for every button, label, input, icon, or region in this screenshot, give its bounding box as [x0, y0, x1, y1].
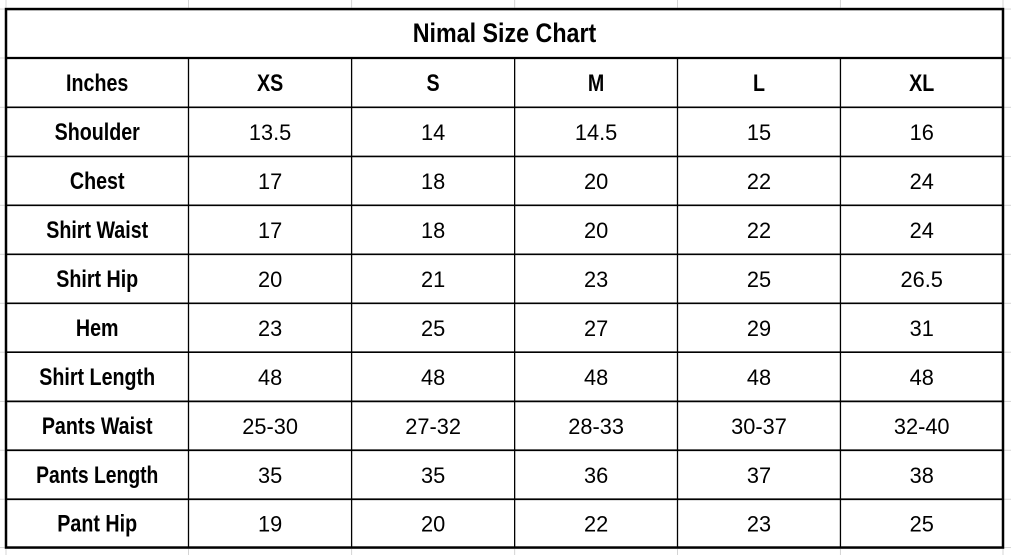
svg-text:37: 37: [747, 463, 771, 488]
svg-text:20: 20: [584, 169, 608, 194]
svg-text:48: 48: [584, 365, 608, 390]
svg-text:XL: XL: [909, 69, 934, 96]
svg-text:M: M: [588, 69, 604, 96]
svg-text:17: 17: [258, 169, 282, 194]
svg-text:20: 20: [584, 218, 608, 243]
svg-text:28-33: 28-33: [568, 414, 624, 439]
svg-text:15: 15: [747, 120, 771, 145]
svg-text:48: 48: [421, 365, 445, 390]
svg-text:35: 35: [421, 463, 445, 488]
svg-text:S: S: [427, 69, 440, 96]
svg-text:XS: XS: [257, 69, 283, 96]
svg-text:25: 25: [421, 316, 445, 341]
svg-text:24: 24: [910, 218, 934, 243]
svg-text:L: L: [753, 69, 765, 96]
svg-text:26.5: 26.5: [901, 267, 943, 292]
svg-text:Nimal Size Chart: Nimal Size Chart: [413, 19, 597, 49]
svg-text:21: 21: [421, 267, 445, 292]
svg-text:Shoulder: Shoulder: [55, 118, 141, 145]
svg-text:14: 14: [421, 120, 445, 145]
svg-text:25-30: 25-30: [242, 414, 298, 439]
svg-text:25: 25: [910, 512, 934, 537]
svg-text:23: 23: [584, 267, 608, 292]
svg-text:25: 25: [747, 267, 771, 292]
svg-text:17: 17: [258, 218, 282, 243]
svg-text:Pants Length: Pants Length: [36, 461, 158, 489]
svg-text:18: 18: [421, 169, 445, 194]
svg-text:14.5: 14.5: [575, 120, 617, 145]
svg-text:19: 19: [258, 512, 282, 537]
svg-text:36: 36: [584, 463, 608, 488]
svg-text:Inches: Inches: [66, 69, 128, 96]
svg-text:23: 23: [258, 316, 282, 341]
svg-text:48: 48: [258, 365, 282, 390]
svg-text:22: 22: [747, 169, 771, 194]
svg-text:27: 27: [584, 316, 608, 341]
svg-text:Hem: Hem: [76, 314, 119, 341]
svg-text:22: 22: [747, 218, 771, 243]
svg-text:Chest: Chest: [70, 167, 125, 194]
svg-text:27-32: 27-32: [405, 414, 461, 439]
svg-text:Pants Waist: Pants Waist: [42, 412, 153, 439]
svg-text:30-37: 30-37: [731, 414, 787, 439]
svg-text:35: 35: [258, 463, 282, 488]
svg-text:38: 38: [910, 463, 934, 488]
svg-text:48: 48: [747, 365, 771, 390]
svg-text:18: 18: [421, 218, 445, 243]
svg-text:16: 16: [910, 120, 934, 145]
svg-text:29: 29: [747, 316, 771, 341]
svg-text:Shirt Waist: Shirt Waist: [46, 216, 149, 243]
svg-text:23: 23: [747, 512, 771, 537]
svg-text:48: 48: [910, 365, 934, 390]
svg-text:24: 24: [910, 169, 934, 194]
svg-text:13.5: 13.5: [249, 120, 291, 145]
svg-text:Shirt Length: Shirt Length: [39, 363, 155, 390]
svg-text:20: 20: [421, 512, 445, 537]
svg-text:32-40: 32-40: [894, 414, 950, 439]
svg-text:Pant Hip: Pant Hip: [57, 510, 137, 537]
svg-text:Shirt Hip: Shirt Hip: [56, 265, 138, 292]
svg-text:31: 31: [910, 316, 934, 341]
svg-text:22: 22: [584, 512, 608, 537]
svg-text:20: 20: [258, 267, 282, 292]
